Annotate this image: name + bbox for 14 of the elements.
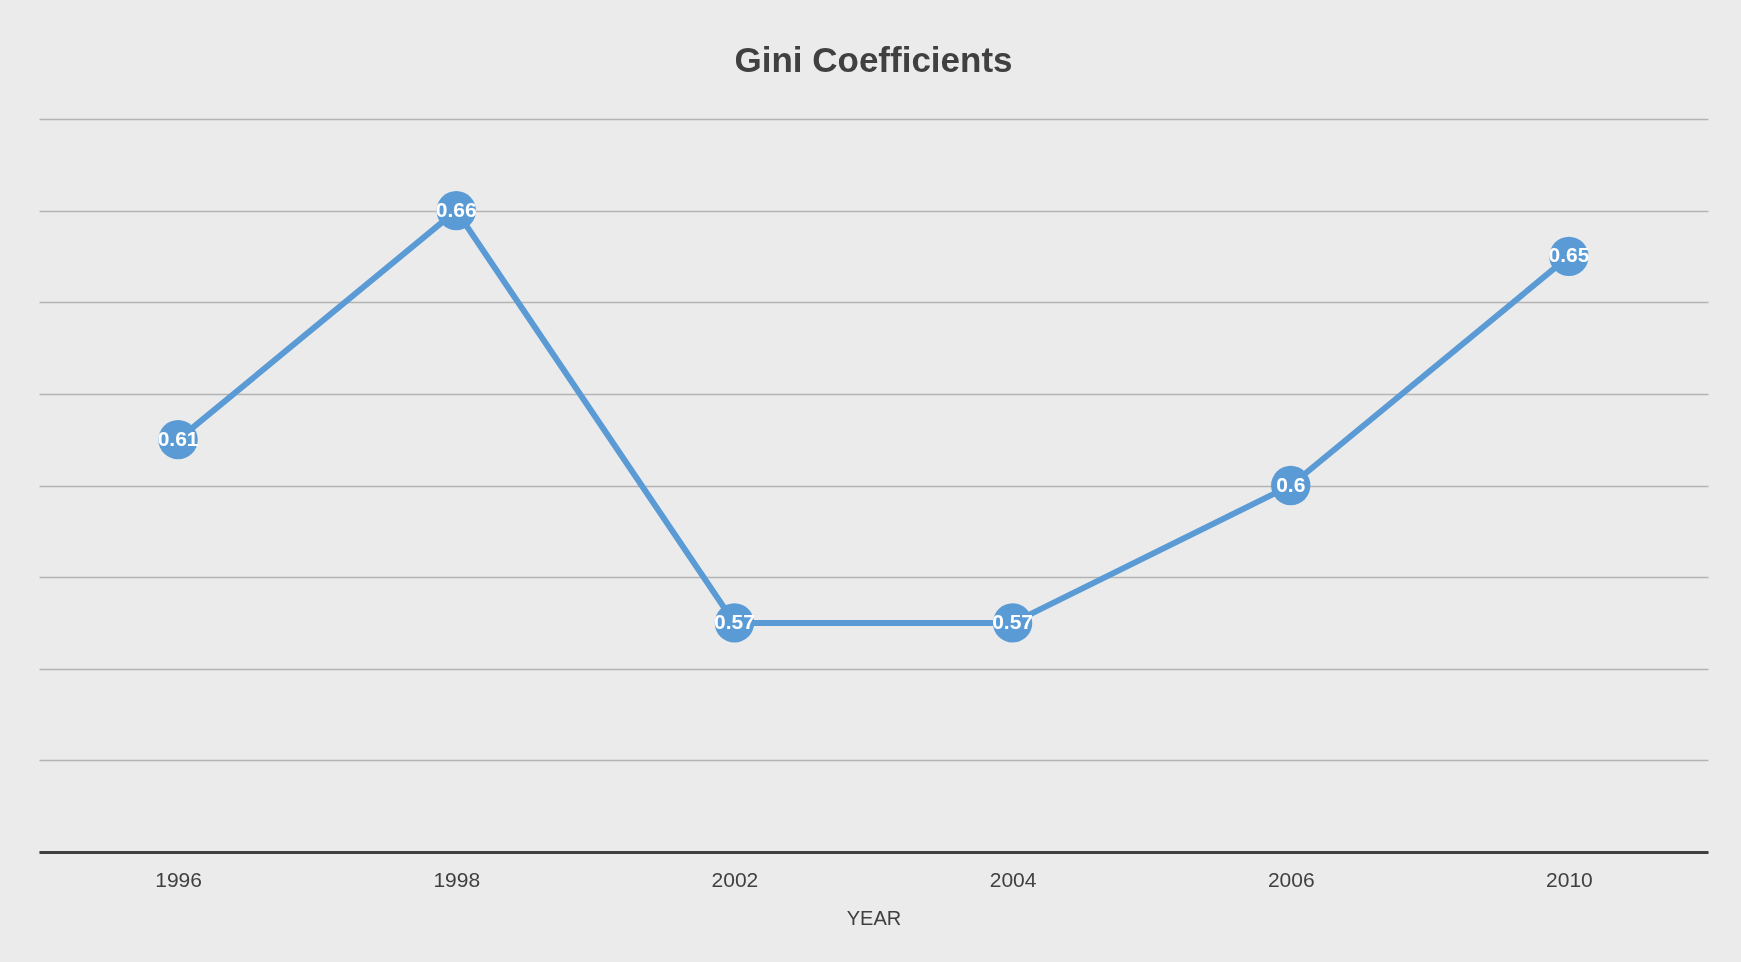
data-label: 0.57: [992, 609, 1034, 633]
x-tick-label: 2006: [1267, 867, 1315, 891]
x-tick-label: 1998: [433, 867, 481, 891]
data-label: 0.57: [713, 609, 755, 633]
x-axis-title: YEAR: [846, 906, 902, 929]
x-tick-label: 1996: [155, 867, 202, 891]
x-tick-label: 2010: [1546, 867, 1593, 891]
data-label: 0.6: [1276, 472, 1306, 496]
chart-title: Gini Coefficients: [734, 40, 1013, 79]
data-label: 0.66: [435, 197, 477, 221]
data-label: 0.65: [1548, 243, 1590, 267]
x-tick-label: 2004: [989, 867, 1037, 891]
data-label: 0.61: [157, 426, 199, 450]
x-tick-label: 2002: [711, 867, 759, 891]
